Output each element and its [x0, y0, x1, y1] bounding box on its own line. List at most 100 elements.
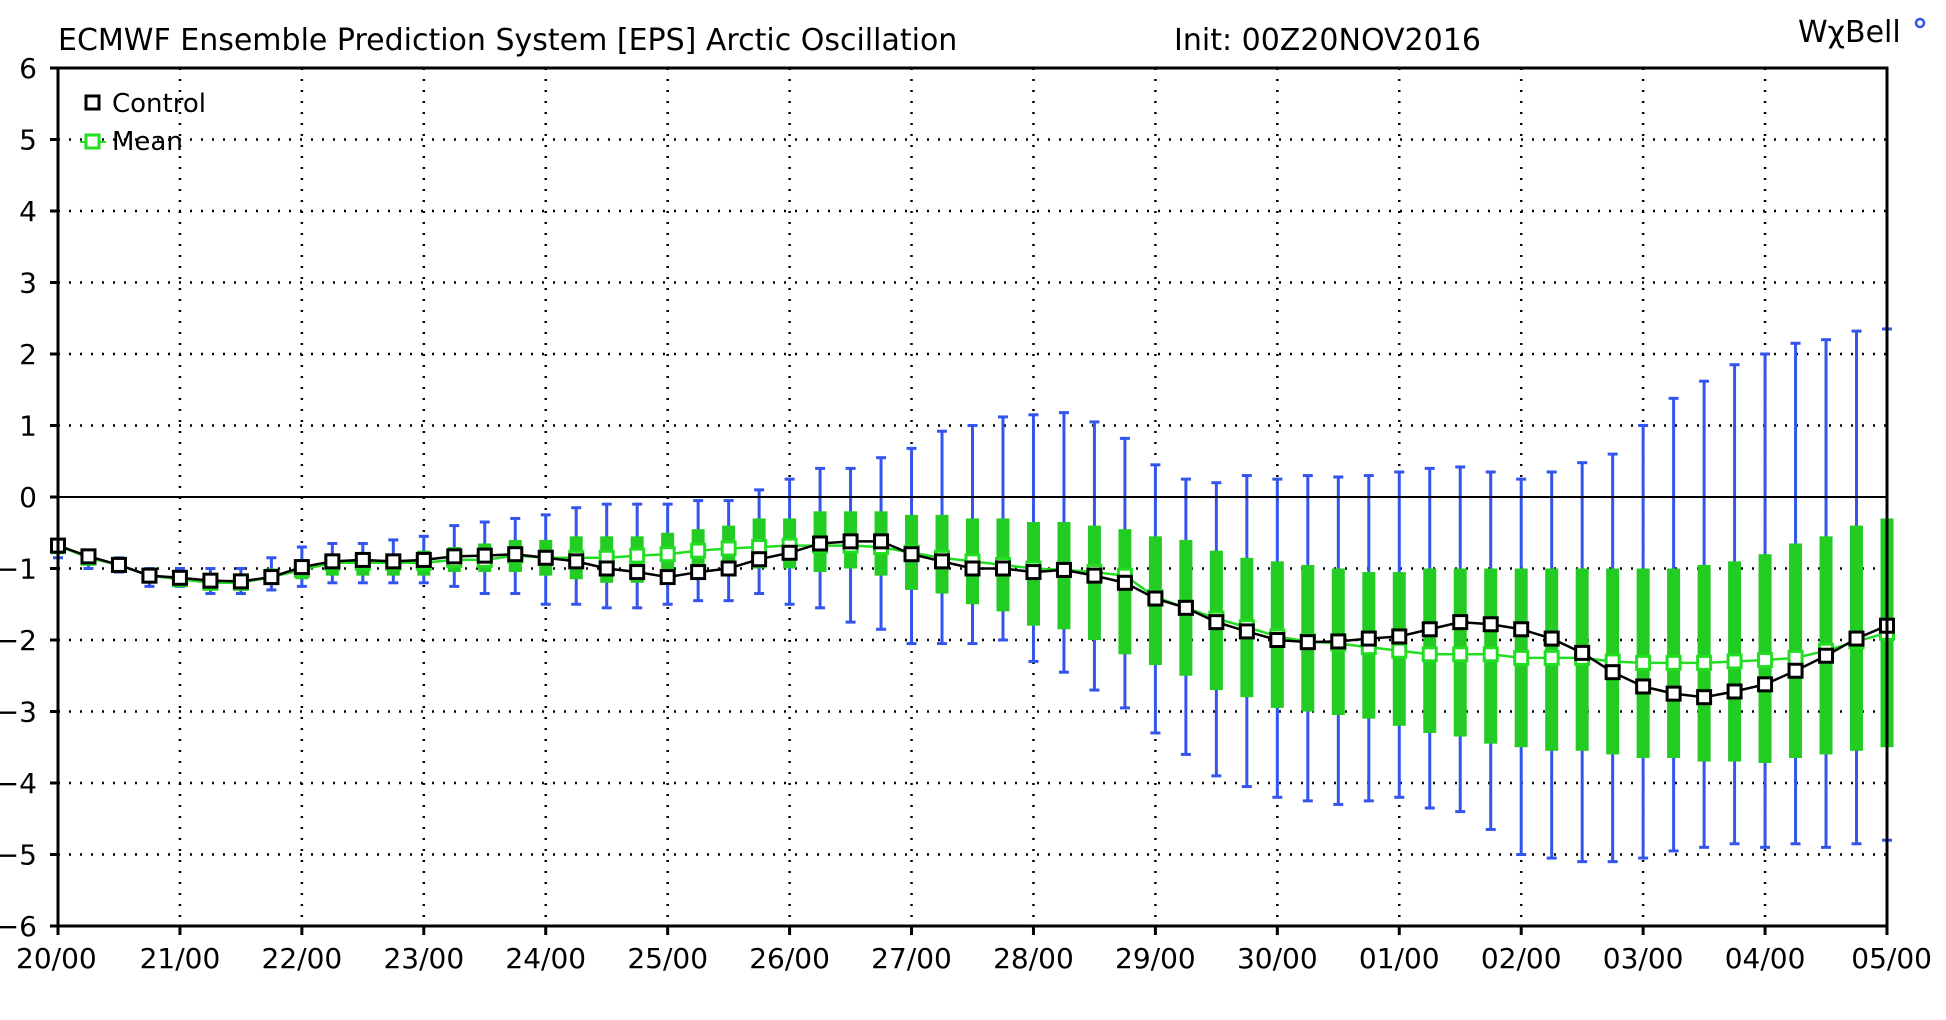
control-point — [751, 551, 768, 568]
control-point — [903, 546, 920, 563]
control-point — [1787, 662, 1804, 679]
legend-mean-marker — [84, 133, 101, 150]
control-point — [1299, 634, 1316, 651]
control-point — [354, 551, 371, 568]
control-point — [263, 569, 280, 586]
legend: Control Mean — [80, 89, 206, 157]
mean-point — [1452, 646, 1469, 663]
control-point — [994, 560, 1011, 577]
control-point — [1574, 644, 1591, 661]
init-label: Init: 00Z20NOV2016 — [1174, 23, 1481, 58]
control-point — [1452, 614, 1469, 631]
mean-point — [1635, 654, 1652, 671]
control-point — [1330, 633, 1347, 650]
x-tick-label: 25/00 — [627, 942, 708, 975]
x-tick-label: 20/00 — [16, 942, 97, 975]
control-point — [873, 533, 890, 550]
x-tick-label: 21/00 — [140, 942, 221, 975]
control-point — [80, 548, 97, 565]
control-point — [598, 560, 615, 577]
control-point — [385, 553, 402, 570]
control-point — [1421, 621, 1438, 638]
mean-point — [1543, 649, 1560, 666]
control-point — [568, 553, 585, 570]
control-point — [1177, 599, 1194, 616]
control-point — [1604, 664, 1621, 681]
control-point — [842, 533, 859, 550]
mean-point — [1391, 642, 1408, 659]
control-point — [1818, 647, 1835, 664]
x-tick-label: 23/00 — [383, 942, 464, 975]
control-point — [324, 553, 341, 570]
mean-point — [1787, 649, 1804, 666]
x-tick-label: 01/00 — [1359, 942, 1440, 975]
control-point — [1696, 689, 1713, 706]
y-tick-label: 1 — [19, 410, 37, 443]
y-tick-label: −6 — [0, 910, 37, 943]
x-tick-label: 24/00 — [505, 942, 586, 975]
y-axis: −6 −5 −4 −3 −2 −1 0 1 2 3 4 5 6 — [0, 52, 58, 943]
mean-point — [690, 542, 707, 559]
control-point — [476, 547, 493, 564]
y-tick-label: 4 — [19, 195, 37, 228]
control-point — [1086, 567, 1103, 584]
control-point — [659, 569, 676, 586]
mean-point — [629, 547, 646, 564]
control-point — [1757, 676, 1774, 693]
y-tick-label: −4 — [0, 767, 37, 800]
control-series — [50, 533, 1895, 706]
brand-logo: WχBell — [1798, 15, 1901, 50]
y-tick-label: −2 — [0, 624, 37, 657]
brand-dot-icon — [1914, 17, 1926, 29]
mean-point — [1421, 646, 1438, 663]
mean-point — [1757, 652, 1774, 669]
x-tick-label: 30/00 — [1237, 942, 1318, 975]
control-point — [1635, 678, 1652, 695]
mean-point — [1665, 654, 1682, 671]
y-tick-label: 3 — [19, 267, 37, 300]
control-point — [1360, 630, 1377, 647]
y-tick-label: 0 — [19, 481, 37, 514]
y-tick-label: 2 — [19, 338, 37, 371]
control-point — [1208, 614, 1225, 631]
legend-control-marker — [84, 94, 101, 111]
mean-point — [1513, 649, 1530, 666]
chart-title: ECMWF Ensemble Prediction System [EPS] A… — [58, 23, 957, 58]
x-tick-label: 05/00 — [1851, 942, 1932, 975]
control-point — [1238, 623, 1255, 640]
control-point — [1269, 632, 1286, 648]
mean-point — [1726, 653, 1743, 670]
x-tick-label: 03/00 — [1603, 942, 1684, 975]
control-point — [1482, 616, 1499, 633]
y-tick-label: −3 — [0, 696, 37, 729]
y-tick-label: −1 — [0, 553, 37, 586]
control-point — [1543, 630, 1560, 647]
control-point — [690, 564, 707, 581]
y-tick-label: 5 — [19, 124, 37, 157]
control-point — [1147, 590, 1164, 607]
x-tick-label: 27/00 — [871, 942, 952, 975]
mean-point — [659, 546, 676, 563]
control-point — [964, 560, 981, 577]
control-point — [293, 559, 310, 576]
box — [1118, 529, 1132, 655]
control-point — [141, 567, 158, 584]
control-point — [1391, 628, 1408, 645]
control-point — [446, 548, 463, 565]
x-axis: 20/00 21/00 22/00 23/00 24/00 25/00 26/00 27/00… — [16, 926, 1932, 975]
y-tick-label: −5 — [0, 839, 37, 872]
control-point — [202, 572, 219, 589]
control-point — [110, 556, 127, 573]
x-tick-label: 04/00 — [1725, 942, 1806, 975]
legend-control-label: Control — [112, 89, 206, 119]
control-point — [171, 569, 188, 586]
mean-point — [720, 540, 737, 557]
control-point — [934, 553, 951, 570]
legend-mean-label: Mean — [112, 127, 183, 157]
x-tick-label: 28/00 — [993, 942, 1074, 975]
control-point — [1025, 564, 1042, 581]
control-point — [507, 546, 524, 563]
x-tick-label: 26/00 — [749, 942, 830, 975]
mean-point — [1482, 646, 1499, 663]
